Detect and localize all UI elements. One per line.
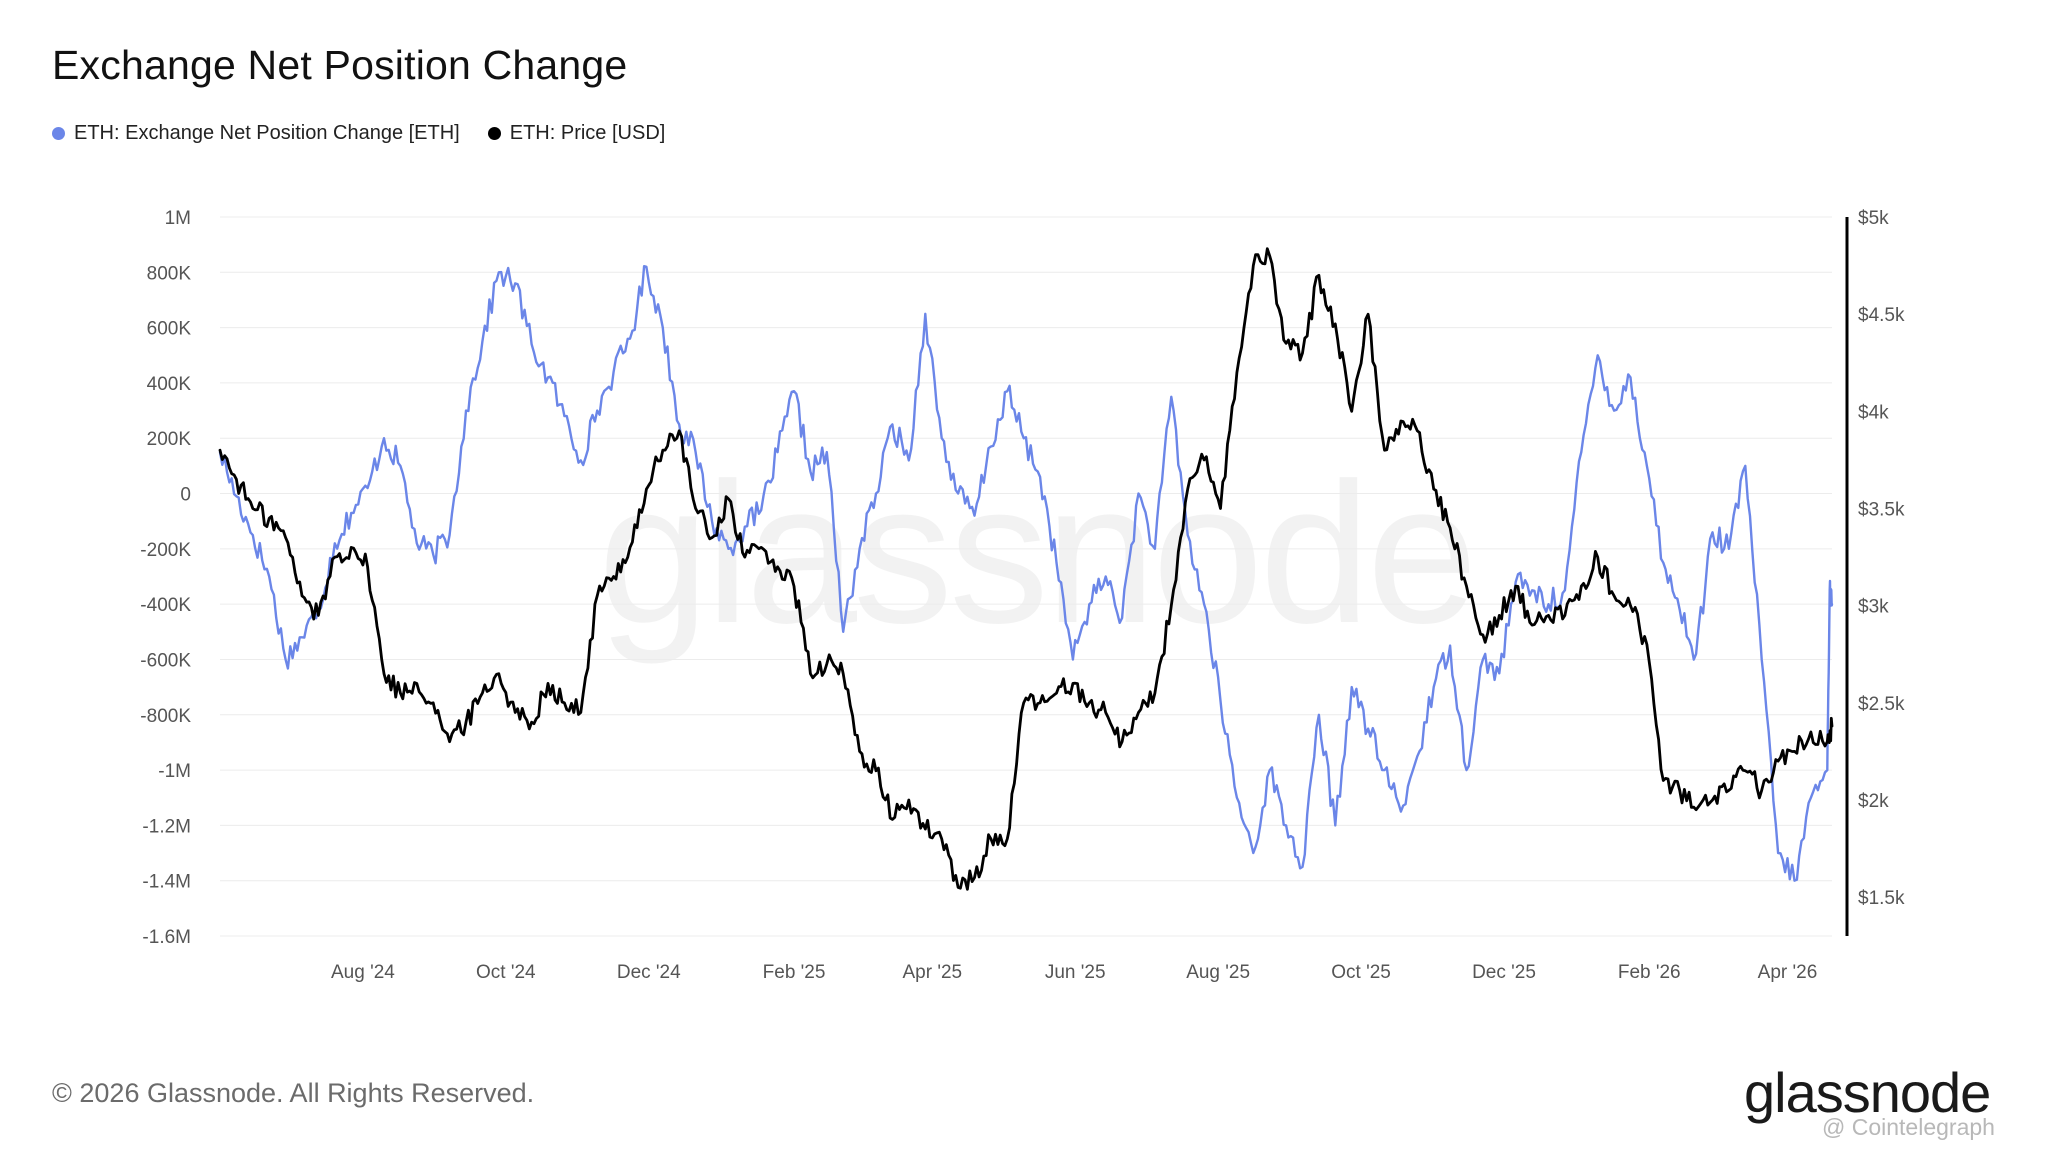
y-left-tick-label: 0 (180, 485, 191, 506)
legend-dot-price (487, 126, 501, 140)
y-right-tick-label: $2.5k (1858, 694, 1905, 715)
x-tick-label: Oct '24 (476, 962, 536, 983)
y-left-tick-label: -600K (140, 650, 191, 671)
y-left-tick-label: -1M (158, 761, 191, 782)
x-tick-label: Apr '25 (902, 962, 962, 983)
y-left-tick-label: -1.6M (142, 927, 191, 948)
y-left-tick-label: 1M (165, 208, 191, 229)
brand-logo: glassnode (1744, 1061, 1991, 1124)
watermark-text: glassnode (598, 442, 1474, 665)
y-left-tick-label: -1.2M (142, 816, 191, 837)
copyright-text: © 2026 Glassnode. All Rights Reserved. (52, 1078, 535, 1108)
y-left-tick-label: -200K (140, 540, 191, 561)
y-right-tick-label: $4k (1858, 402, 1889, 423)
legend-dot-net-position (52, 126, 65, 140)
y-left-tick-label: -800K (140, 706, 191, 727)
x-tick-label: Dec '24 (617, 962, 681, 983)
y-right-tick-label: $5k (1858, 208, 1889, 229)
y-right-tick-label: $4.5k (1858, 305, 1905, 326)
x-tick-label: Aug '25 (1186, 962, 1250, 983)
x-tick-label: Apr '26 (1758, 962, 1818, 983)
x-tick-label: Oct '25 (1331, 962, 1391, 983)
y-left-tick-label: 400K (147, 374, 192, 395)
x-tick-label: Aug '24 (331, 962, 395, 983)
x-tick-label: Jun '25 (1045, 962, 1106, 983)
x-tick-label: Dec '25 (1472, 962, 1536, 983)
y-right-tick-label: $3k (1858, 597, 1889, 618)
y-left-tick-label: 800K (147, 263, 192, 284)
legend-label-price: ETH: Price [USD] (509, 121, 666, 144)
y-left-tick-label: 200K (147, 429, 192, 450)
y-left-tick-label: 600K (147, 319, 192, 340)
y-right-tick-label: $3.5k (1858, 499, 1905, 520)
legend-item-price[interactable]: ETH: Price [USD] (487, 121, 666, 145)
legend-item-net-position[interactable]: ETH: Exchange Net Position Change [ETH] (52, 122, 460, 145)
chart-legend: ETH: Exchange Net Position Change [ETH] … (52, 118, 693, 148)
x-tick-label: Feb '26 (1618, 962, 1681, 983)
cointelegraph-credit: @ Cointelegraph (1822, 1114, 1995, 1140)
y-left-tick-label: -1.4M (142, 872, 191, 893)
series-line-net-position (218, 265, 1834, 882)
y-right-tick-label: $1.5k (1858, 888, 1905, 909)
series-line-price (218, 247, 1834, 891)
y-left-tick-label: -400K (140, 595, 191, 616)
y-right-tick-label: $2k (1858, 791, 1889, 812)
x-tick-label: Feb '25 (763, 962, 826, 983)
legend-label-net-position: ETH: Exchange Net Position Change [ETH] (74, 121, 460, 144)
chart-title: Exchange Net Position Change (52, 42, 628, 88)
